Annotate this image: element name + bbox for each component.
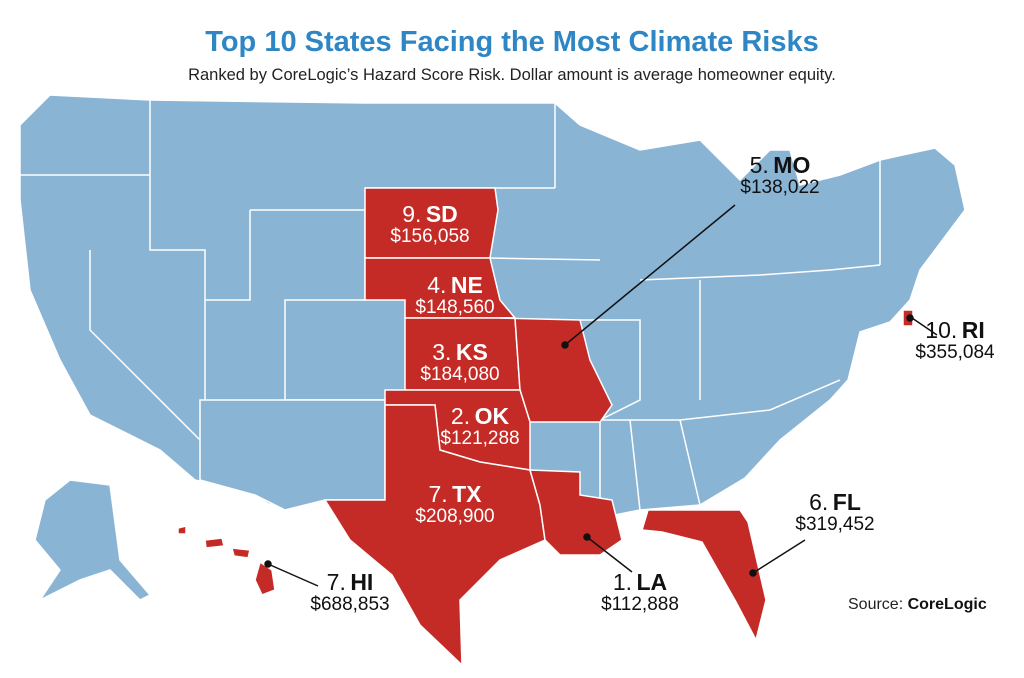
- leader-lines: [264, 204, 938, 587]
- alaska: [34, 479, 152, 602]
- label-sd: 9. SD $156,058: [390, 201, 470, 247]
- southwest: [199, 399, 386, 511]
- state-la: [528, 469, 623, 556]
- state-tx: [323, 404, 546, 667]
- label-ks: 3. KS $184,080: [420, 339, 500, 385]
- label-hi: 7. HI $688,853: [310, 569, 390, 615]
- label-ri: 10. RI $355,084: [915, 317, 995, 363]
- state-mo: [499, 317, 613, 423]
- state-hi: [177, 525, 276, 596]
- state-fl: [641, 509, 767, 643]
- label-mo: 5. MO $138,022: [740, 152, 820, 198]
- label-tx: 7. TX $208,900: [415, 481, 495, 527]
- source-credit: Source: CoreLogic: [848, 596, 987, 613]
- subtitle: Ranked by CoreLogic’s Hazard Score Risk.…: [188, 66, 836, 84]
- label-la: 1. LA $112,888: [601, 569, 679, 615]
- state-sd: [364, 187, 499, 259]
- label-ne: 4. NE $148,560: [415, 272, 495, 318]
- label-ok: 2. OK $121,288: [440, 403, 520, 449]
- label-fl: 6. FL $319,452: [795, 489, 875, 535]
- title: Top 10 States Facing the Most Climate Ri…: [205, 26, 819, 58]
